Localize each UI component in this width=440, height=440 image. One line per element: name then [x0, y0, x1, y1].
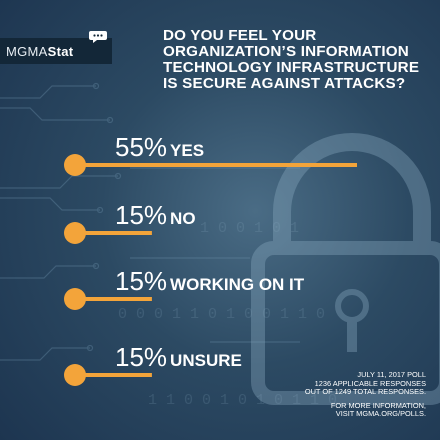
footer-applicable-responses: 1236 APPLICABLE RESPONSES — [314, 378, 426, 388]
footer-url: VISIT MGMA.ORG/POLLS. — [335, 409, 426, 418]
logo-light: MGMA — [6, 43, 48, 59]
bar-category-label-1: NO — [170, 209, 196, 228]
bar-category-label-3: UNSURE — [170, 351, 242, 370]
chat-bubble-icon — [89, 31, 107, 43]
bar-label-0: 55% YES — [115, 132, 204, 162]
bar-label-3: 15% UNSURE — [115, 342, 242, 372]
mgma-stat-logo: MGMAStat — [0, 31, 112, 64]
svg-text:1 0 0 1 0 1: 1 0 0 1 0 1 — [200, 220, 299, 237]
bar-value-label-2: 15% — [115, 266, 167, 296]
svg-text:1 1 0 0 1 0 1 0 1 1 0: 1 1 0 0 1 0 1 0 1 1 0 — [148, 392, 337, 409]
poll-question-title: DO YOU FEEL YOUR ORGANIZATION’S INFORMAT… — [163, 27, 420, 92]
logo-text: MGMAStat — [6, 44, 73, 59]
footer-poll-date: JULY 11, 2017 POLL — [357, 370, 426, 379]
bar-marker-2 — [64, 288, 86, 310]
bar-category-label-0: YES — [170, 141, 204, 160]
bar-value-label-1: 15% — [115, 200, 167, 230]
bar-label-1: 15% NO — [115, 200, 196, 230]
poll-footer-note: JULY 11, 2017 POLL 1236 APPLICABLE RESPO… — [256, 370, 426, 419]
logo-bold: Stat — [47, 43, 74, 59]
footer-total-responses: OUT OF 1249 TOTAL RESPONSES. — [304, 387, 426, 396]
bar-category-label-2: WORKING ON IT — [170, 275, 305, 294]
svg-text:0 0 0 1 1 0 1 0 0 1 1 0: 0 0 0 1 1 0 1 0 0 1 1 0 — [118, 306, 325, 323]
bar-marker-0 — [64, 154, 86, 176]
bar-label-2: 15% WORKING ON IT — [115, 266, 305, 296]
bar-marker-1 — [64, 222, 86, 244]
bar-value-label-0: 55% — [115, 132, 167, 162]
bar-value-label-3: 15% — [115, 342, 167, 372]
bar-marker-3 — [64, 364, 86, 386]
footer-more-info: FOR MORE INFORMATION, — [330, 400, 426, 410]
padlock-icon — [251, 133, 440, 405]
